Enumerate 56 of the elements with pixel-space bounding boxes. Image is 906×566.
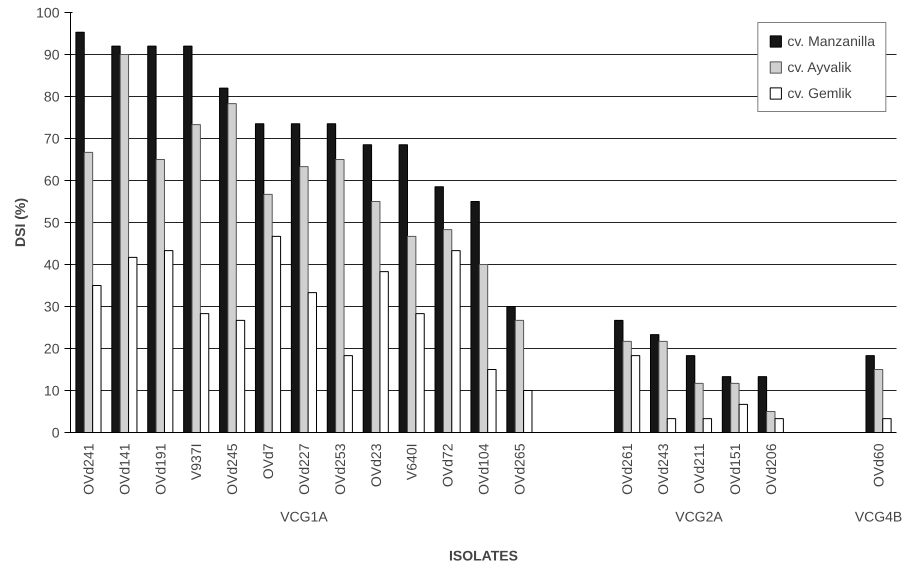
- bar: [766, 411, 776, 432]
- bar: [442, 229, 452, 432]
- x-tick-label: OVd243: [655, 443, 672, 495]
- x-tick-label: OVd253: [332, 443, 348, 495]
- x-tick-label: OVd141: [116, 443, 132, 495]
- bar: [730, 382, 740, 432]
- legend-label: cv. Ayvalik: [787, 59, 852, 75]
- bar: [694, 382, 704, 432]
- y-tick-label: 40: [44, 256, 60, 272]
- y-tick-label: 100: [36, 4, 60, 20]
- bar: [874, 369, 884, 432]
- y-tick-label: 20: [44, 340, 60, 356]
- x-tick-label: OVd241: [80, 443, 96, 495]
- text: VCG1A: [280, 508, 328, 524]
- bar: [658, 340, 668, 432]
- bar: [478, 264, 488, 432]
- bar: [371, 201, 380, 432]
- x-tick-label: V937I: [188, 443, 204, 480]
- bar: [299, 166, 309, 432]
- bar: [335, 159, 345, 432]
- text: VCG4B: [854, 508, 902, 524]
- x-tick-label: OVd72: [440, 443, 456, 488]
- y-tick-label: 90: [44, 46, 60, 62]
- legend-label: cv. Manzanilla: [787, 33, 875, 49]
- y-tick-label: 80: [44, 88, 60, 104]
- x-tick-label: OVd104: [476, 443, 492, 495]
- y-tick-label: 60: [44, 172, 60, 188]
- x-tick-label: OVd245: [224, 443, 240, 495]
- x-tick-label: OVd7: [260, 443, 276, 480]
- bar: [156, 159, 165, 432]
- bar: [84, 152, 94, 432]
- x-axis-title: ISOLATES: [449, 548, 518, 564]
- y-tick-label: 10: [44, 382, 60, 398]
- bar: [192, 124, 201, 432]
- x-tick-label: OVd60: [870, 443, 887, 488]
- x-tick-label: OVd191: [152, 443, 168, 495]
- x-tick-label: OVd206: [762, 443, 779, 495]
- legend-label: cv. Gemlik: [787, 85, 852, 101]
- bar: [227, 103, 237, 432]
- bar: [120, 54, 130, 432]
- x-tick-label: OVd261: [619, 443, 636, 495]
- y-tick-label: 50: [44, 214, 60, 230]
- bar: [622, 340, 632, 432]
- bar: [406, 236, 416, 432]
- y-tick-label: 70: [44, 130, 60, 146]
- x-tick-label: OVd151: [726, 443, 743, 495]
- x-tick-label: OVd23: [368, 443, 384, 488]
- bar: [514, 320, 524, 432]
- x-tick-label: OVd227: [296, 443, 312, 495]
- y-tick-label: 0: [52, 424, 60, 440]
- x-tick-label: OVd265: [511, 443, 528, 495]
- y-axis-title: DSI (%): [12, 198, 28, 247]
- y-tick-label: 30: [44, 298, 60, 314]
- x-tick-label: V640I: [404, 443, 420, 480]
- x-tick-label: OVd211: [690, 443, 707, 494]
- text: VCG2A: [675, 508, 724, 524]
